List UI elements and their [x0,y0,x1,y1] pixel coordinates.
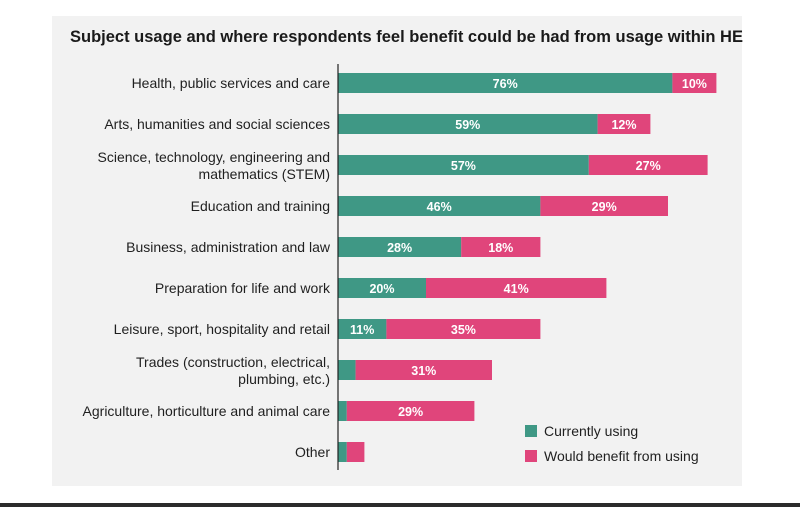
data-label: 29% [398,405,423,419]
bar-would-benefit [461,237,541,257]
bar-currently-using [338,237,462,257]
data-label: 41% [504,282,529,296]
category-label: Other [295,444,330,460]
chart-title: Subject usage and where respondents feel… [70,28,743,46]
category-label: Arts, humanities and social sciences [104,116,330,132]
category-label-line: Arts, humanities and social sciences [104,116,330,132]
category-label: Agriculture, horticulture and animal car… [83,403,331,419]
category-label-line: Education and training [191,198,330,214]
bar-would-benefit [346,401,475,421]
data-label: 12% [611,118,636,132]
category-label-line: Health, public services and care [132,75,331,91]
category-label: Science, technology, engineering and math… [98,149,330,182]
category-label-line: plumbing, etc.) [238,371,330,387]
category-label-line: Agriculture, horticulture and animal car… [83,403,331,419]
category-label: Health, public services and care [132,75,331,91]
bar-would-benefit [386,319,541,339]
data-label: 11% [350,323,374,337]
bar-would-benefit [540,196,668,216]
data-label: 35% [451,323,476,337]
bar-currently-using [338,196,541,216]
data-label: 20% [369,282,394,296]
category-label-line: Preparation for life and work [155,280,331,296]
category-label-line: Leisure, sport, hospitality and retail [114,321,330,337]
category-label: Trades (construction, electrical, plumbin… [136,354,330,387]
bar-would-benefit [426,278,607,298]
bar-would-benefit [672,73,717,93]
bar-currently-using [338,319,387,339]
category-label: Leisure, sport, hospitality and retail [114,321,330,337]
data-label: 28% [387,241,412,255]
bar-currently-using [338,278,426,298]
category-label: Business, administration and law [126,239,331,255]
category-label-line: Business, administration and law [126,239,331,255]
legend-swatch [525,425,537,437]
legend-label: Would benefit from using [544,448,699,464]
data-label: 27% [636,159,661,173]
bar-currently-using [338,360,356,380]
data-label: 29% [592,200,617,214]
legend-swatch [525,450,537,462]
bar-currently-using [338,73,673,93]
bar-currently-using [338,155,589,175]
category-label-line: Science, technology, engineering and [98,149,330,165]
data-label: 10% [682,77,707,91]
data-label: 46% [427,200,452,214]
data-label: 59% [455,118,480,132]
legend-label: Currently using [544,423,638,439]
bar-would-benefit [588,155,708,175]
category-label: Education and training [191,198,330,214]
data-label: 76% [493,77,518,91]
bar-currently-using [338,401,347,421]
bar-would-benefit [597,114,651,134]
data-label: 18% [488,241,513,255]
category-label-line: mathematics (STEM) [199,166,330,182]
bar-currently-using [338,114,598,134]
category-label: Preparation for life and work [155,280,331,296]
bar-would-benefit [346,442,365,462]
category-label-line: Other [295,444,330,460]
category-label-line: Trades (construction, electrical, [136,354,330,370]
data-label: 57% [451,159,476,173]
bar-would-benefit [355,360,492,380]
data-label: 31% [411,364,436,378]
bar-currently-using [338,442,347,462]
bottom-divider [0,503,800,507]
